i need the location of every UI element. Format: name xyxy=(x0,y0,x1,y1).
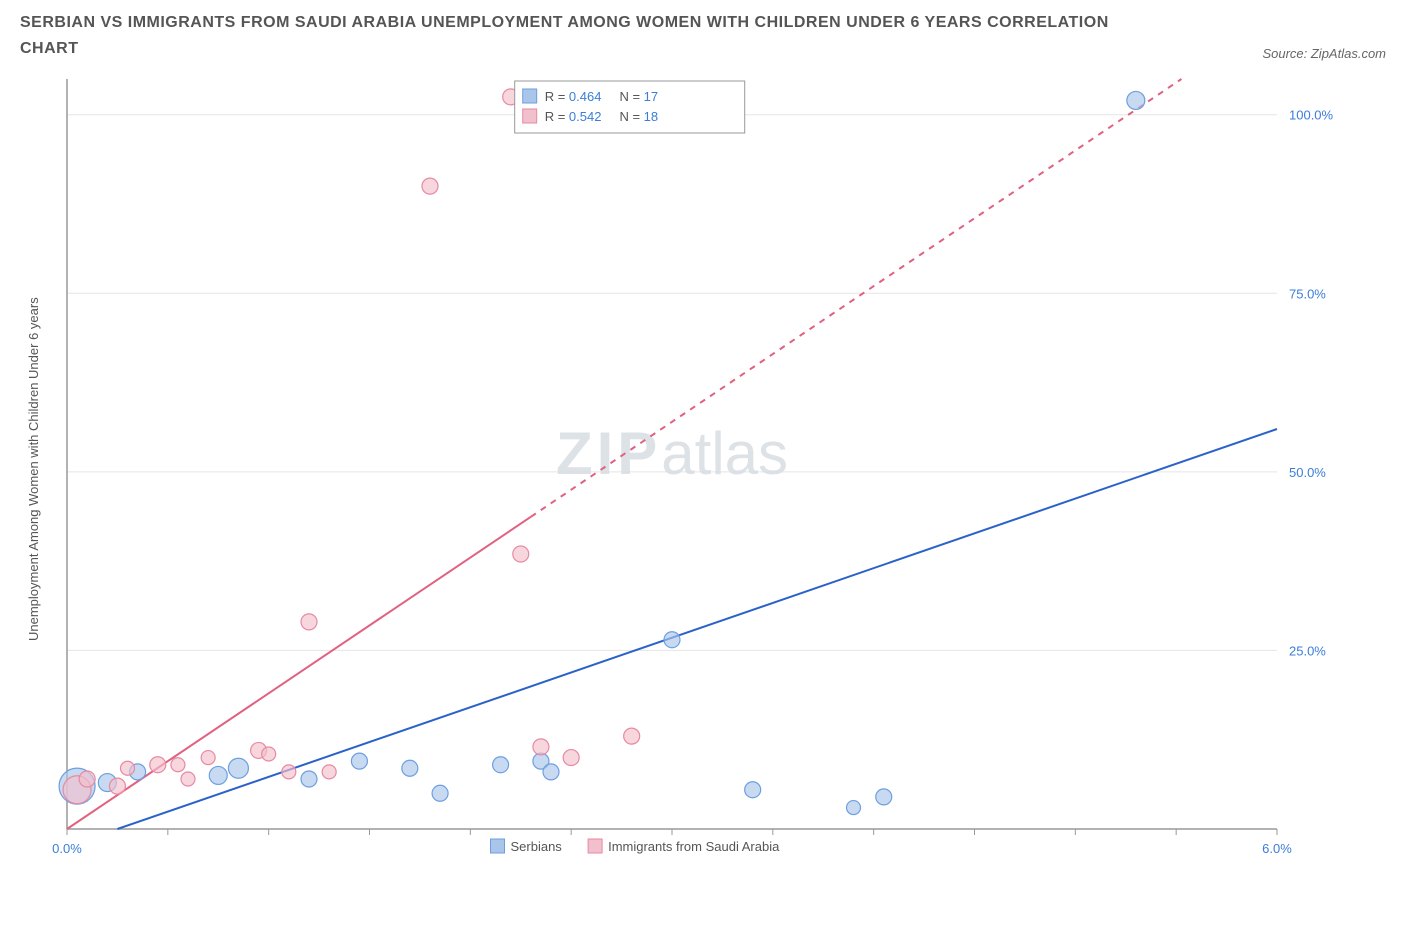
data-point xyxy=(351,753,367,769)
chart-header: SERBIAN VS IMMIGRANTS FROM SAUDI ARABIA … xyxy=(20,10,1386,61)
legend-correlation-row: R = 0.464N = 17 xyxy=(545,89,658,104)
chart-container: Unemployment Among Women with Children U… xyxy=(20,69,1386,869)
legend-label: Serbians xyxy=(511,839,563,854)
data-point xyxy=(79,771,95,787)
chart-title: SERBIAN VS IMMIGRANTS FROM SAUDI ARABIA … xyxy=(20,10,1120,61)
data-point xyxy=(301,614,317,630)
data-point xyxy=(209,767,227,785)
legend-swatch xyxy=(491,839,505,853)
y-tick-label: 25.0% xyxy=(1289,644,1326,659)
plot-area: ZIPatlas25.0%50.0%75.0%100.0%0.0%6.0%R =… xyxy=(47,69,1386,869)
data-point xyxy=(322,765,336,779)
data-point xyxy=(181,772,195,786)
data-point xyxy=(493,757,509,773)
data-point xyxy=(262,747,276,761)
series-legend: Serbians Immigrants from Saudi Arabia xyxy=(491,839,781,854)
legend-label: Immigrants from Saudi Arabia xyxy=(608,839,780,854)
data-point xyxy=(876,789,892,805)
data-point xyxy=(1127,92,1145,110)
data-point xyxy=(201,751,215,765)
data-point xyxy=(150,757,166,773)
y-axis-label: Unemployment Among Women with Children U… xyxy=(20,69,47,869)
data-point xyxy=(402,760,418,776)
x-tick-label: 0.0% xyxy=(52,841,82,856)
data-point xyxy=(228,758,248,778)
data-point xyxy=(422,178,438,194)
data-point xyxy=(513,546,529,562)
legend-correlation-row: R = 0.542N = 18 xyxy=(545,109,658,124)
data-point xyxy=(109,778,125,794)
data-point xyxy=(533,739,549,755)
data-point xyxy=(121,761,135,775)
data-point xyxy=(282,765,296,779)
data-point xyxy=(847,801,861,815)
legend-swatch xyxy=(523,89,537,103)
legend-swatch xyxy=(523,109,537,123)
data-point xyxy=(563,750,579,766)
data-point xyxy=(664,632,680,648)
x-tick-label: 6.0% xyxy=(1262,841,1292,856)
chart-source: Source: ZipAtlas.com xyxy=(1262,46,1386,61)
data-point xyxy=(745,782,761,798)
scatter-plot-svg: ZIPatlas25.0%50.0%75.0%100.0%0.0%6.0%R =… xyxy=(47,69,1357,869)
data-point xyxy=(171,758,185,772)
legend-swatch xyxy=(588,839,602,853)
data-point xyxy=(543,764,559,780)
data-point xyxy=(624,728,640,744)
y-tick-label: 75.0% xyxy=(1289,286,1326,301)
y-tick-label: 50.0% xyxy=(1289,465,1326,480)
data-point xyxy=(432,785,448,801)
y-tick-label: 100.0% xyxy=(1289,108,1334,123)
data-point xyxy=(301,771,317,787)
